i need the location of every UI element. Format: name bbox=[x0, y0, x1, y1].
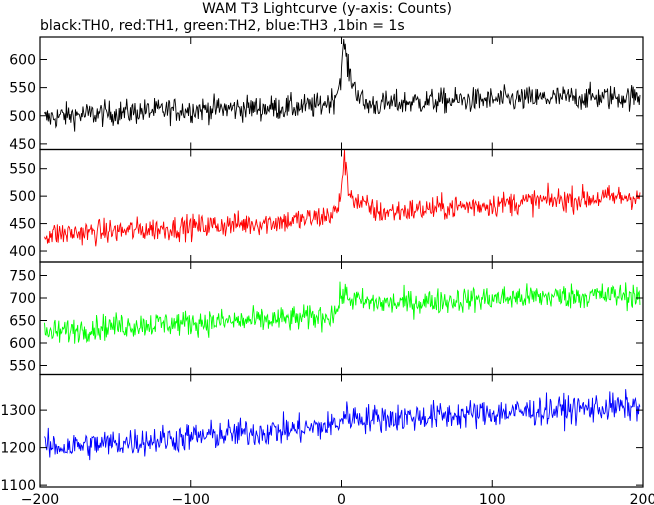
y-tick-label: 500 bbox=[9, 109, 36, 125]
y-tick-label: 700 bbox=[9, 291, 36, 307]
x-tick-label: −100 bbox=[172, 492, 210, 505]
series-th3-line bbox=[44, 389, 641, 461]
series-th2-line bbox=[44, 281, 641, 344]
panel-frame-th2 bbox=[39, 261, 644, 376]
y-tick-label: 550 bbox=[9, 81, 36, 97]
y-tick-label: 450 bbox=[9, 137, 36, 153]
chart-title: WAM T3 Lightcurve (y-axis: Counts) bbox=[202, 1, 452, 17]
y-tick-label: 550 bbox=[9, 162, 36, 178]
y-tick-label: 550 bbox=[9, 359, 36, 375]
x-tick-label: 200 bbox=[630, 492, 654, 505]
x-tick-label: 0 bbox=[337, 492, 346, 505]
y-tick-label: 750 bbox=[9, 269, 36, 285]
chart-subtitle: black:TH0, red:TH1, green:TH2, blue:TH3 … bbox=[40, 18, 405, 34]
x-tick-label: −200 bbox=[21, 492, 59, 505]
y-tick-label: 1200 bbox=[0, 441, 36, 457]
y-tick-label: 1300 bbox=[0, 403, 36, 419]
panel-frame-th3 bbox=[39, 373, 644, 488]
y-tick-label: 600 bbox=[9, 53, 36, 69]
y-tick-label: 1100 bbox=[0, 478, 36, 494]
series-th1-line bbox=[44, 149, 641, 247]
y-tick-label: 400 bbox=[9, 244, 36, 260]
x-tick-label: 100 bbox=[479, 492, 506, 505]
y-tick-label: 600 bbox=[9, 336, 36, 352]
series-th0-line bbox=[44, 39, 641, 132]
y-tick-label: 500 bbox=[9, 189, 36, 205]
y-tick-label: 450 bbox=[9, 217, 36, 233]
y-tick-label: 650 bbox=[9, 314, 36, 330]
